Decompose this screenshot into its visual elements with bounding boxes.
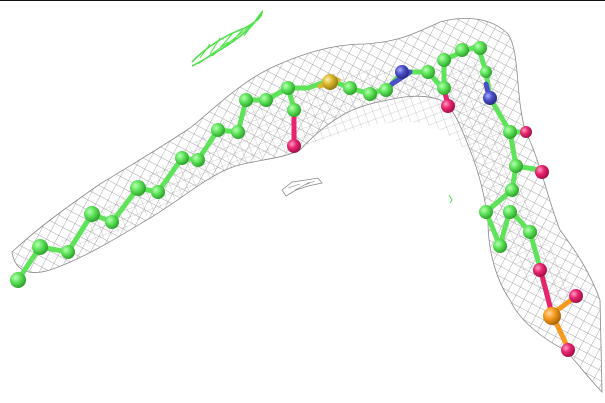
atom-carbon	[10, 272, 26, 288]
atom-carbon	[505, 183, 519, 197]
atom-carbon	[151, 185, 165, 199]
atom-oxygen	[535, 165, 549, 179]
atom-carbon	[421, 65, 435, 79]
atom-oxygen	[441, 99, 455, 113]
atom-carbon	[239, 93, 253, 107]
top-border-line	[0, 0, 605, 1]
atom-oxygen	[561, 343, 575, 357]
atom-carbon	[281, 81, 295, 95]
atom-carbon	[211, 123, 225, 137]
atom-carbon	[503, 205, 517, 219]
density-mesh	[11, 18, 603, 393]
atom-carbon	[61, 245, 75, 259]
mesh-fragment-small	[281, 177, 323, 197]
atom-sulfur	[322, 74, 338, 90]
green-mesh-fragment	[191, 9, 453, 204]
atom-carbon	[130, 180, 146, 196]
atom-oxygen	[520, 126, 532, 138]
atom-carbon	[509, 159, 523, 173]
atom-phosphorus	[543, 307, 561, 325]
atom-carbon	[363, 87, 377, 101]
atom-carbon	[32, 239, 48, 255]
molecule-atoms	[10, 41, 583, 357]
atom-carbon	[437, 81, 451, 95]
atom-carbon	[493, 239, 507, 253]
atom-carbon	[479, 205, 493, 219]
atom-carbon	[437, 53, 451, 67]
atom-carbon	[473, 41, 487, 55]
atom-nitrogen	[395, 65, 409, 79]
atom-carbon	[175, 151, 189, 165]
atom-oxygen	[287, 139, 301, 153]
atom-oxygen	[533, 263, 547, 277]
atom-nitrogen	[483, 91, 497, 105]
atom-carbon	[523, 225, 537, 239]
atom-carbon	[287, 103, 301, 117]
atom-carbon	[480, 66, 492, 78]
atom-carbon	[343, 81, 357, 95]
atom-carbon	[105, 215, 119, 229]
atom-carbon	[379, 83, 393, 97]
atom-oxygen	[569, 289, 583, 303]
atom-carbon	[455, 43, 469, 57]
atom-carbon	[259, 93, 273, 107]
atom-carbon	[191, 153, 205, 167]
atom-carbon	[231, 125, 245, 139]
atom-carbon	[503, 125, 517, 139]
atom-carbon	[84, 206, 100, 222]
